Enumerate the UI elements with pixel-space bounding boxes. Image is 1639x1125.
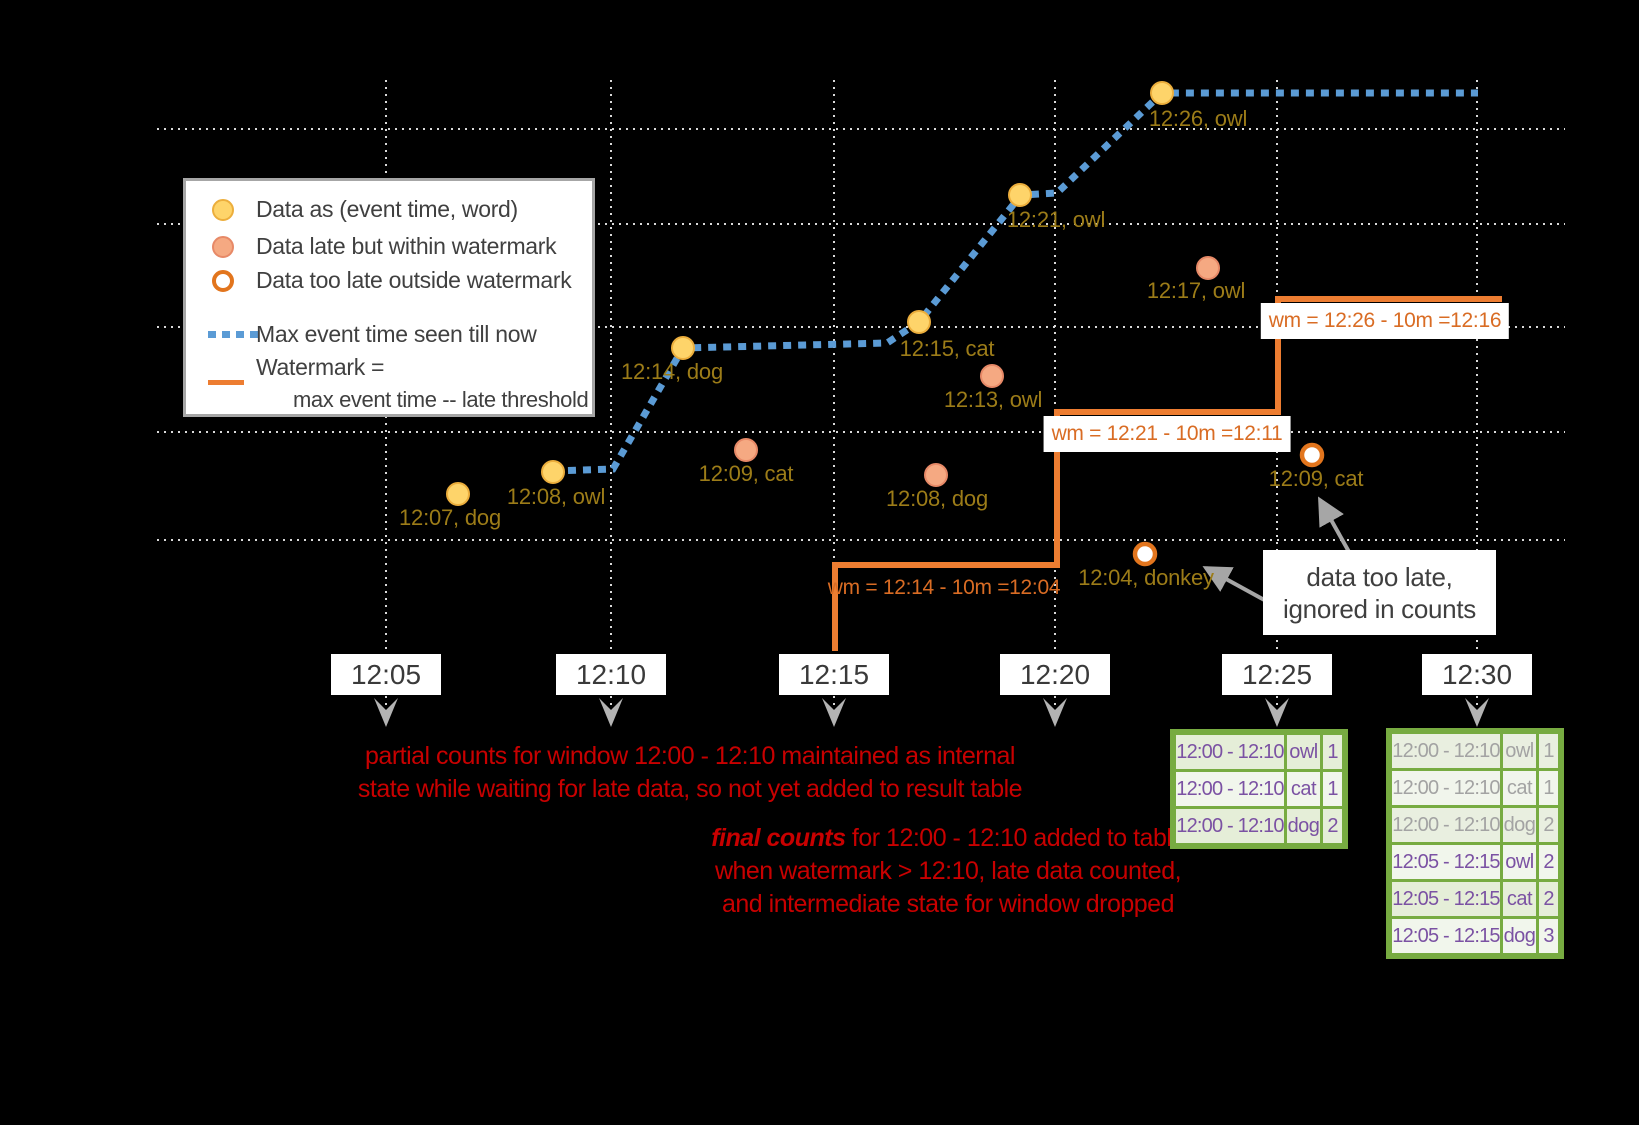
data-point-late [1196, 256, 1220, 280]
note-arrow [1202, 566, 1269, 604]
data-point-on-time [907, 310, 931, 334]
down-arrow-icon [1043, 698, 1067, 727]
data-point-on-time [446, 482, 470, 506]
down-arrow-icon [1465, 698, 1489, 727]
max-event-time-line [552, 89, 1478, 475]
data-point-on-time [1008, 183, 1032, 207]
down-arrow-icon [822, 698, 846, 727]
down-arrow-icon [599, 698, 623, 727]
data-point-too-late [1132, 541, 1158, 567]
data-point-late [734, 438, 758, 462]
watermark-line [832, 296, 1502, 651]
data-point-on-time [671, 336, 695, 360]
down-arrow-icon [1265, 698, 1289, 727]
data-point-late [924, 463, 948, 487]
note-arrow [1318, 496, 1360, 569]
data-point-on-time [1150, 81, 1174, 105]
down-arrow-icon [374, 698, 398, 727]
data-point-late [980, 364, 1004, 388]
data-point-too-late [1299, 442, 1325, 468]
data-point-on-time [541, 460, 565, 484]
